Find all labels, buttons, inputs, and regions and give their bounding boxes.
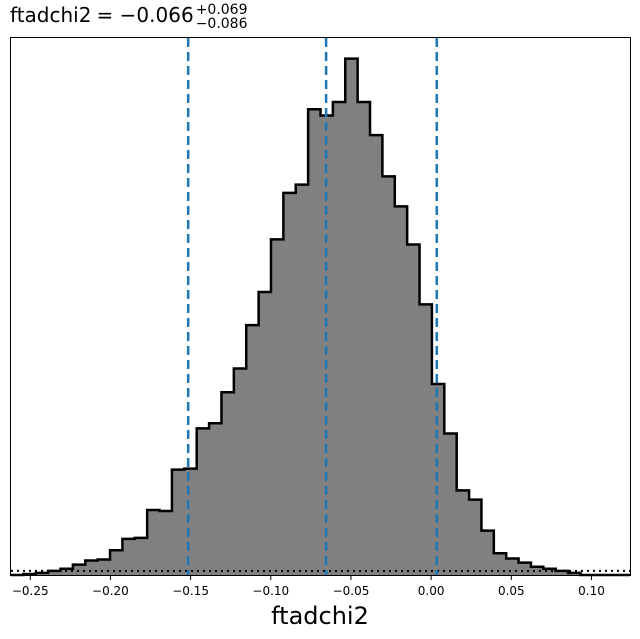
histogram-bar — [85, 560, 98, 575]
histogram-bar — [419, 304, 433, 575]
histogram-bar — [196, 428, 210, 575]
histogram-bar — [110, 550, 123, 575]
x-axis-label: ftadchi2 — [271, 602, 369, 630]
histogram-bar — [221, 392, 235, 575]
histogram-bar — [209, 423, 222, 575]
histogram-bar — [332, 102, 346, 575]
histogram-bar — [147, 509, 160, 575]
histogram-bar — [345, 58, 358, 575]
histogram-bar — [506, 558, 519, 575]
histogram-bar — [370, 135, 383, 575]
x-tick-label: −0.05 — [333, 584, 370, 598]
histogram-bar — [444, 433, 457, 575]
histogram-bar — [134, 537, 148, 575]
plot-area — [11, 38, 630, 577]
title-parameter: ftadchi2 — [10, 3, 91, 27]
x-tick-label: 0.10 — [578, 584, 605, 598]
histogram-bar — [357, 102, 371, 575]
histogram-bar — [295, 184, 309, 575]
x-tick-label: −0.10 — [252, 584, 289, 598]
histogram-bar — [171, 469, 185, 575]
x-tick-label: −0.25 — [12, 584, 49, 598]
histogram-bar — [258, 292, 272, 575]
x-tick-label: 0.05 — [498, 584, 525, 598]
axes-frame — [10, 37, 631, 576]
histogram-bar — [97, 559, 111, 575]
chart-title: ftadchi2 = −0.066 — [10, 3, 194, 27]
histogram-bar — [283, 192, 297, 575]
histogram-bar — [122, 538, 136, 575]
histogram-bar — [184, 468, 197, 575]
histogram-bar — [518, 562, 532, 575]
histogram-bar — [469, 499, 482, 575]
histogram-bar — [456, 490, 470, 575]
histogram-bar — [60, 568, 74, 575]
histogram-bar — [555, 570, 569, 575]
histogram-bar — [320, 115, 334, 575]
histogram-bar — [246, 325, 259, 575]
histogram-step-outline — [11, 57, 630, 577]
histogram-bar — [159, 510, 173, 575]
histogram-bar — [493, 553, 507, 575]
title-equals: = — [97, 3, 120, 27]
x-axis: −0.25 −0.20 −0.15 −0.10 −0.05 0.00 0.05 0.10 — [12, 576, 605, 598]
x-tick-label: −0.15 — [172, 584, 209, 598]
histogram-bar — [308, 109, 321, 575]
histogram-bar — [48, 570, 61, 575]
title-lower-error: −0.086 — [196, 16, 248, 32]
histogram-bar — [481, 530, 495, 575]
histogram-bar — [543, 568, 557, 575]
histogram-bar — [382, 176, 396, 575]
title-value: −0.066 — [120, 3, 194, 27]
histogram-bar — [72, 564, 86, 575]
x-tick-label: −0.20 — [92, 584, 129, 598]
histogram-bar — [394, 206, 408, 575]
histogram-bar — [530, 566, 544, 575]
histogram-bar — [270, 239, 284, 576]
histogram-bar — [431, 383, 445, 575]
x-tick-label: 0.00 — [418, 584, 445, 598]
histogram-bar — [233, 368, 247, 575]
title-upper-error: +0.069 — [196, 2, 248, 18]
histogram-bar — [407, 244, 420, 576]
